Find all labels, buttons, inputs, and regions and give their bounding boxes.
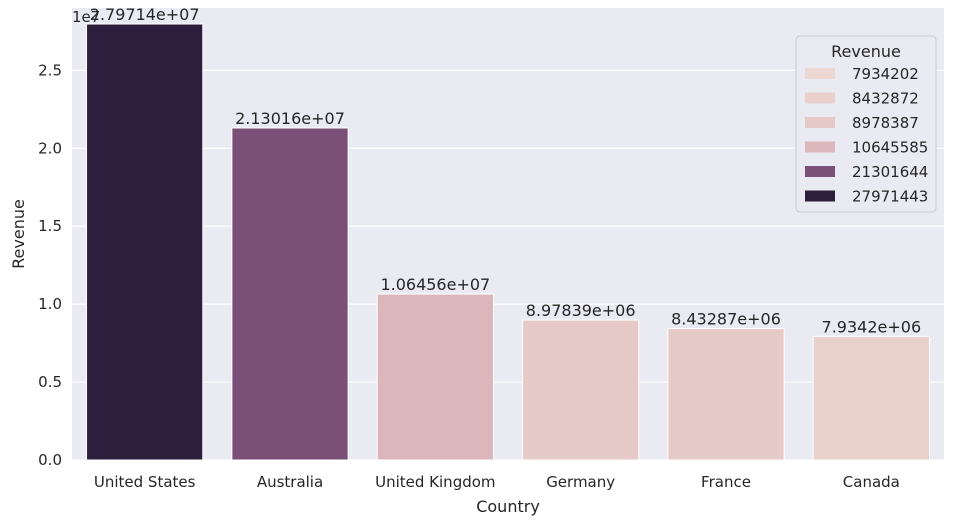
y-tick-label: 1.0 [38,295,62,313]
bar-united-kingdom [376,293,494,461]
bar-value-label: 1.06456e+07 [380,275,490,294]
data-labels: 2.79714e+07 2.13016e+07 1.06456e+07 8.97839… [90,5,921,336]
legend-title: Revenue [831,42,901,61]
legend-label: 8978387 [852,114,919,132]
legend-swatch [805,166,835,177]
bar-value-label: 2.79714e+07 [90,5,200,24]
y-tick-label: 2.0 [38,139,62,157]
y-tick-label: 0.5 [38,373,62,391]
x-tick-label: France [701,473,751,491]
y-tick-label: 2.5 [38,61,62,79]
legend: Revenue 7934202 8432872 8978387 10645585 213… [795,35,937,213]
legend-label: 21301644 [852,163,928,181]
x-tick-label: Canada [843,473,900,491]
bar-united-states [86,23,204,461]
y-axis-label: Revenue [9,199,28,269]
bar-value-label: 7.9342e+06 [822,317,922,336]
legend-swatch [805,92,835,104]
legend-entries: 7934202 8432872 8978387 10645585 21301644 279… [805,65,928,206]
x-tick-label: Australia [257,473,323,491]
bar-value-label: 8.97839e+06 [526,301,636,320]
x-tick-label: Germany [546,473,615,491]
y-tick-label: 1.5 [38,217,62,235]
y-tick-labels: 0.0 0.5 1.0 1.5 2.0 2.5 [38,61,62,469]
bar-germany [522,319,640,461]
bars [86,23,930,461]
bar-value-label: 2.13016e+07 [235,109,345,128]
legend-label: 7934202 [852,65,919,83]
x-tick-label: United Kingdom [375,473,495,491]
x-axis-label: Country [476,497,540,516]
legend-label: 10645585 [852,139,928,157]
legend-swatch [805,68,835,79]
y-tick-label: 0.0 [38,451,62,469]
x-tick-labels: United States Australia United Kingdom Germ… [94,473,900,491]
y-offset-text: 1e7 [72,8,100,26]
legend-label: 8432872 [852,90,919,108]
legend-swatch [805,117,835,128]
legend-label: 27971443 [852,188,928,206]
bar-value-label: 8.43287e+06 [671,310,781,329]
legend-swatch [805,141,835,153]
x-tick-label: United States [94,473,196,491]
bar-canada [812,335,930,461]
bar-australia [231,127,349,461]
bar-france [667,328,785,461]
legend-swatch [805,190,835,202]
